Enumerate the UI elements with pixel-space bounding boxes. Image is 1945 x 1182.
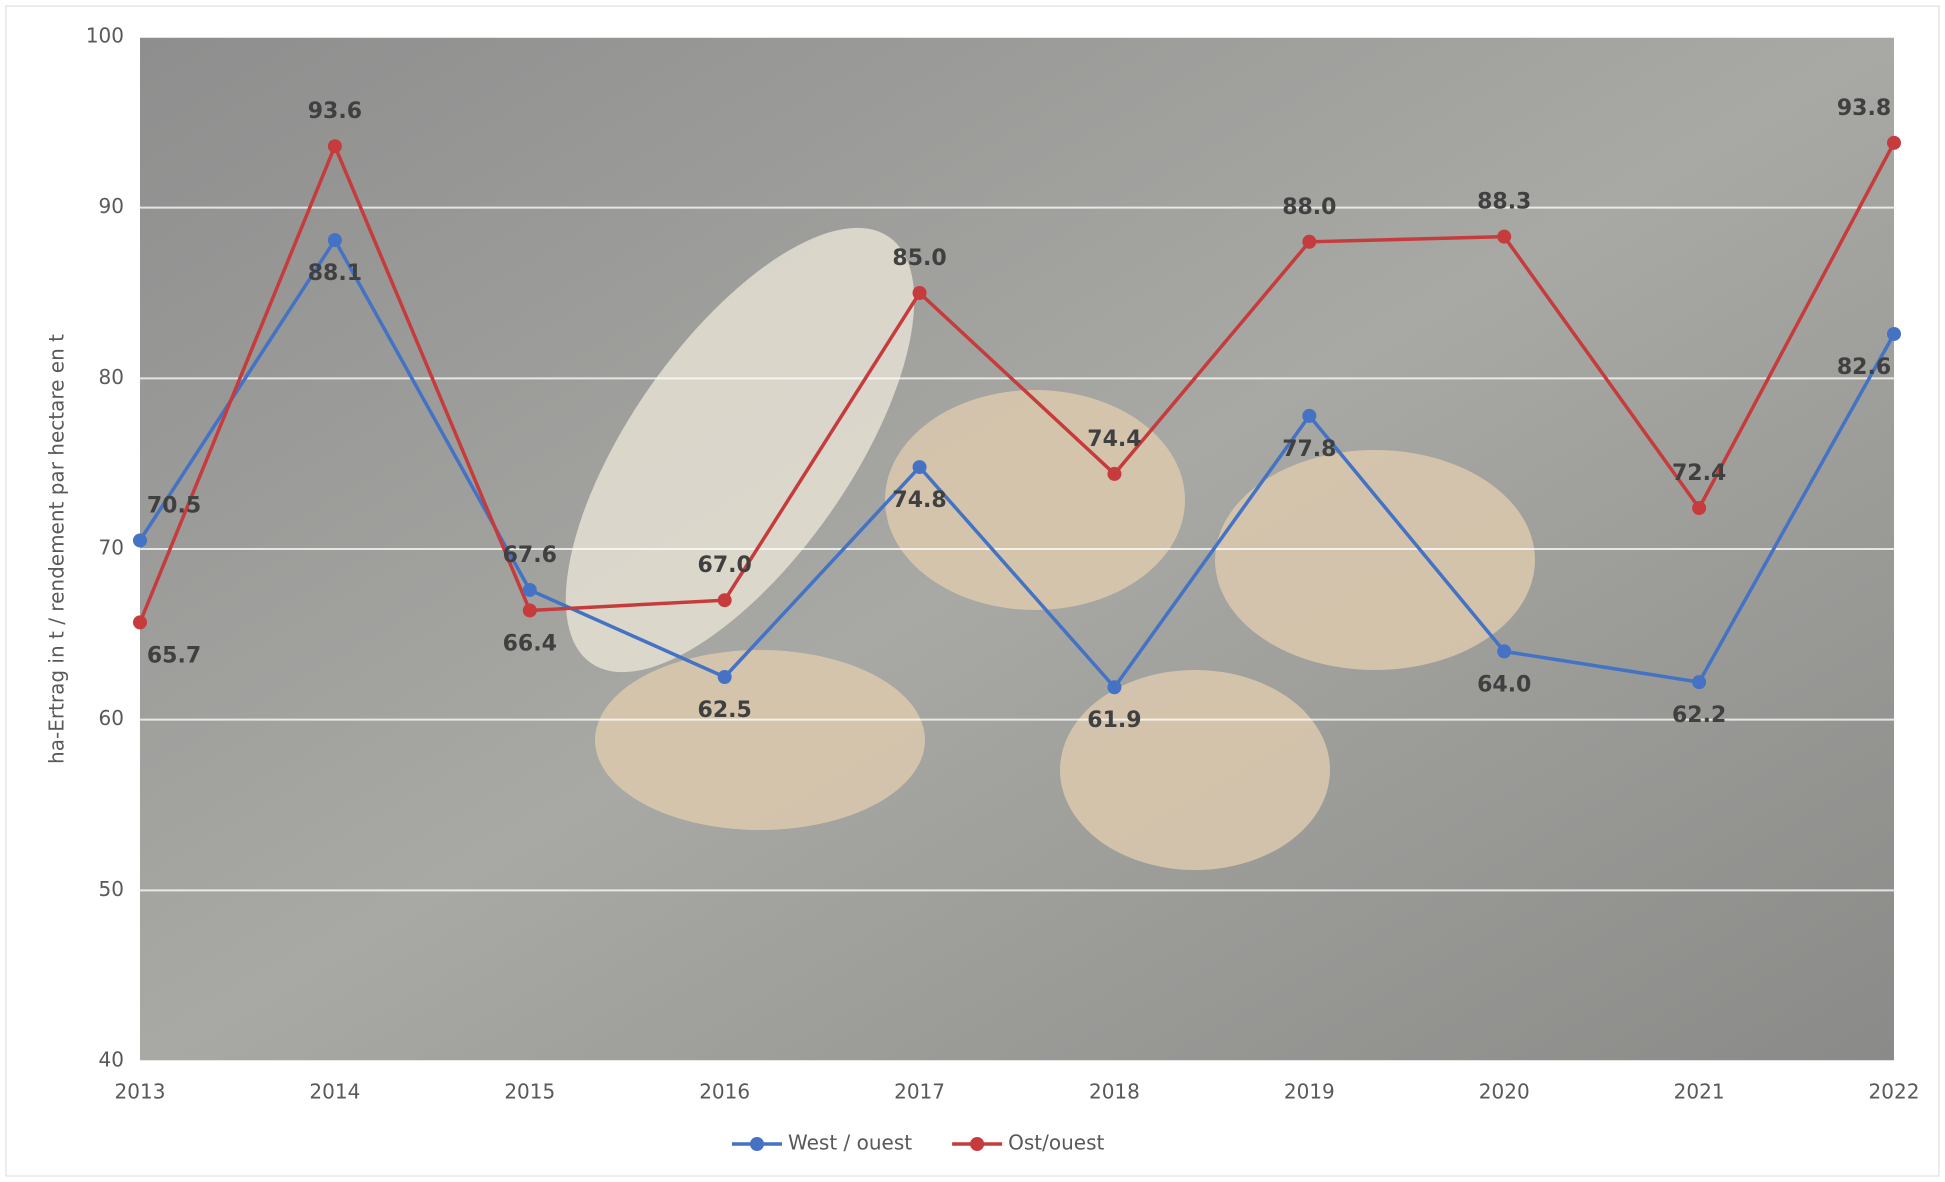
y-tick-label: 60 [99,706,124,730]
y-tick-label: 80 [99,365,124,389]
legend-label: West / ouest [788,1131,912,1155]
data-point [1692,501,1707,516]
data-label: 88.1 [308,261,362,286]
data-point [327,233,342,248]
data-point [1497,229,1512,244]
data-label: 65.7 [147,643,201,668]
data-label: 88.0 [1282,195,1336,220]
legend-marker [750,1137,764,1151]
y-tick-label: 70 [99,536,124,560]
x-tick-label: 2022 [1869,1080,1920,1104]
data-label: 93.6 [308,99,362,124]
data-point [522,603,537,618]
data-label: 67.6 [503,543,557,568]
data-label: 64.0 [1477,672,1531,697]
x-tick-label: 2016 [699,1080,750,1104]
data-label: 72.4 [1672,461,1726,486]
data-label: 93.8 [1837,96,1891,121]
x-tick-label: 2013 [115,1080,166,1104]
series-line [138,141,1896,624]
y-tick-label: 50 [99,877,124,901]
x-tick-label: 2021 [1674,1080,1725,1104]
x-tick-label: 2020 [1479,1080,1530,1104]
bowl-shape [1215,450,1535,670]
data-label: 66.4 [503,631,557,656]
data-label: 62.5 [698,698,752,723]
data-label: 77.8 [1282,437,1336,462]
data-point [1692,675,1707,690]
series-line [138,236,1896,691]
bowl-shape [1060,670,1330,870]
data-label: 61.9 [1087,708,1141,733]
x-tick-label: 2018 [1089,1080,1140,1104]
bowl-shape [595,650,925,830]
data-label: 67.0 [698,553,752,578]
data-point [1302,408,1317,423]
data-point [522,582,537,597]
y-tick-label: 90 [99,194,124,218]
data-point [717,593,732,608]
data-point [133,615,147,630]
x-tick-label: 2014 [309,1080,360,1104]
x-tick-label: 2017 [894,1080,945,1104]
data-point [717,670,732,684]
data-point [1107,466,1122,481]
data-label: 62.2 [1672,703,1726,728]
legend-label: Ost/ouest [1008,1131,1104,1155]
y-tick-label: 100 [86,24,124,48]
beet-shape [565,227,915,673]
legend-marker [970,1137,985,1151]
data-point [327,139,342,154]
data-label: 85.0 [892,246,946,271]
data-point [912,460,927,475]
data-point [1107,680,1122,695]
data-label: 74.4 [1087,427,1141,452]
x-tick-label: 2015 [504,1080,555,1104]
data-point [1302,234,1317,249]
data-point [133,533,147,548]
y-tick-label: 40 [99,1048,124,1072]
data-point [1887,326,1901,341]
data-point [1887,135,1901,150]
data-point [1497,644,1512,659]
x-tick-label: 2019 [1284,1080,1335,1104]
data-label: 88.3 [1477,190,1531,215]
data-point [912,286,927,300]
y-axis-label: ha-Ertrag in t / rendement par hectare e… [45,334,69,764]
data-label: 74.8 [892,488,946,513]
data-label: 70.5 [147,493,201,518]
bowl-shape [885,390,1185,610]
data-label: 82.6 [1837,355,1891,380]
